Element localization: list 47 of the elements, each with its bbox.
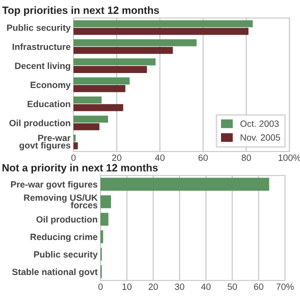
bar	[74, 123, 100, 130]
legend-label: Nov. 2005	[240, 134, 280, 141]
bar	[74, 46, 173, 54]
bar	[74, 39, 197, 46]
y-tick-label: Stable national govt	[12, 268, 98, 277]
x-tick-label: 50	[228, 284, 237, 290]
bar	[74, 28, 248, 35]
x-tick-label: 0	[98, 284, 103, 290]
bar	[74, 96, 102, 104]
y-tick-label: Economy	[30, 82, 71, 90]
x-tick-label: 20	[148, 284, 158, 290]
bar	[74, 66, 147, 73]
x-tick-label: 30	[174, 284, 184, 290]
y-tick-label: Decent living	[15, 62, 70, 71]
bar	[100, 212, 108, 226]
x-tick-label: 10	[122, 284, 132, 290]
bar	[100, 178, 270, 191]
x-tick-label: 0	[71, 154, 76, 161]
y-tick-label: Public security	[7, 24, 71, 33]
x-tick-label: 70%	[276, 284, 294, 290]
y-tick-label: Oil production	[36, 216, 98, 224]
y-tick-label: Pre-war govt figures	[11, 180, 98, 190]
y-tick-label: Pre-war govt figures	[19, 134, 71, 150]
chart-title: Not a priority in next 12 months	[2, 164, 158, 174]
y-tick-label: Infrastructure	[12, 43, 70, 50]
y-tick-label: Public security	[34, 250, 98, 260]
bar	[74, 58, 156, 66]
legend-label: Oct. 2003	[240, 120, 279, 127]
bar	[74, 104, 124, 112]
x-tick-label: 60	[254, 284, 264, 290]
bar	[74, 142, 78, 150]
x-tick-label: 40	[201, 284, 211, 290]
x-tick-label: 20	[112, 154, 122, 161]
bar	[74, 116, 108, 123]
y-tick-label: Education	[28, 100, 70, 108]
y-tick-label: Oil production	[9, 120, 70, 128]
bar	[100, 230, 104, 244]
y-tick-label: Reducing crime	[30, 233, 98, 242]
bar	[74, 77, 130, 84]
bar	[74, 20, 253, 28]
bar	[100, 195, 112, 208]
chart-title: Top priorities in next 12 months	[2, 6, 159, 16]
x-tick-label: 80	[242, 154, 251, 161]
x-tick-label: 40	[155, 154, 165, 161]
x-tick-label: 60	[198, 154, 208, 161]
bar	[74, 85, 126, 92]
y-tick-label: Removing US/UK forces	[24, 194, 98, 208]
